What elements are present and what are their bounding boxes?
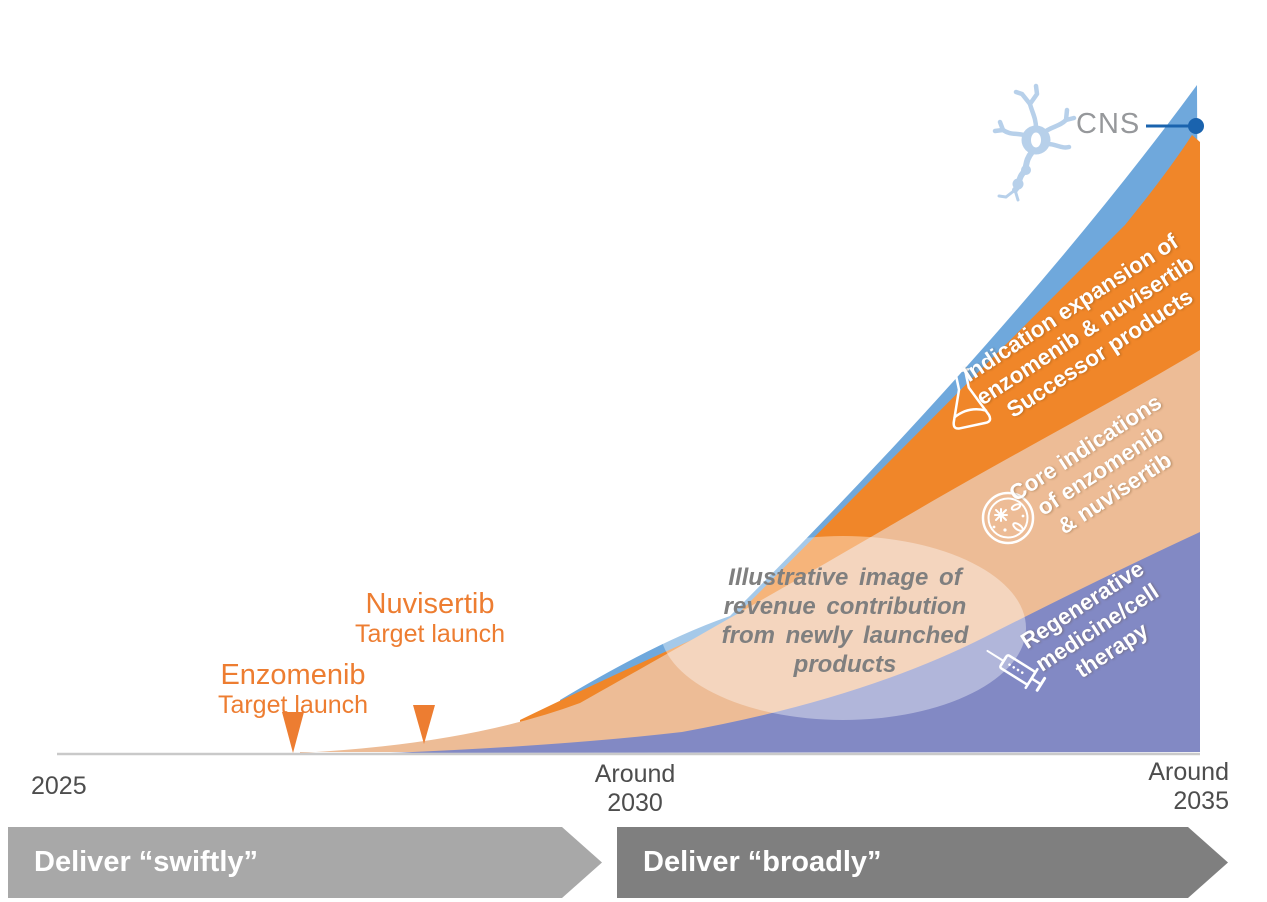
nuvisertib-launch-marker [413,705,435,744]
x-tick-2025: 2025 [31,772,87,800]
cns-endpoint-dot [1188,118,1204,134]
petri-dish-icon [981,491,1035,545]
banner-deliver-swiftly-label: Deliver “swiftly” [34,846,259,878]
x-tick-around-2035: Around 2035 [1148,758,1229,815]
illustrative-note: Illustrative image of revenue contributi… [721,564,969,678]
x-tick-around-2030: Around 2030 [594,760,676,817]
nuvisertib-launch-label: Target launch [354,620,506,648]
banner-deliver-broadly-label: Deliver “broadly” [643,846,882,878]
banner-deliver-broadly: Deliver “broadly” [617,827,1228,898]
flask-icon [944,349,992,430]
syringe-icon [986,649,1047,692]
note-highlight-ellipse [660,536,1026,720]
enzomenib-drug-name: Enzomenib [220,659,366,691]
neuron-icon [992,83,1077,202]
nuvisertib-drug-name: Nuvisertib [365,588,495,620]
enzomenib-launch-annotation: Enzomenib Target launch [193,659,393,720]
enzomenib-launch-marker [282,712,304,753]
area-regenerative [390,532,1200,753]
enzomenib-launch-label: Target launch [217,691,369,719]
banner-deliver-swiftly: Deliver “swiftly” [8,827,602,898]
cns-label: CNS [1076,108,1141,140]
nuvisertib-launch-annotation: Nuvisertib Target launch [330,588,530,649]
